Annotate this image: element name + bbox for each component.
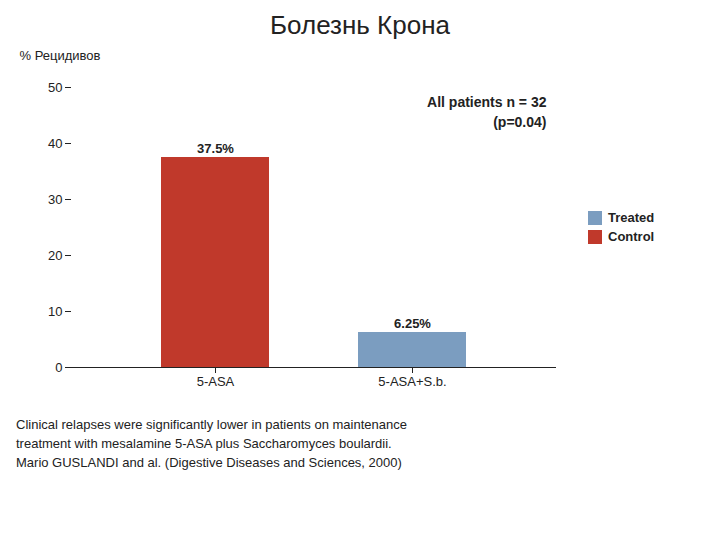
html-text:Clinical relapses were signifi: Clinical relapses were significantly low… <box>16 417 407 432</box>
svg-text:37.5%: 37.5% <box>197 141 234 156</box>
svg-text:40: 40 <box>48 136 62 151</box>
html-text:Treated: Treated <box>608 210 655 225</box>
svg-text:6.25%: 6.25% <box>394 316 431 331</box>
svg-text:5-ASA: 5-ASA <box>197 374 235 389</box>
svg-text:0: 0 <box>55 360 62 375</box>
html-text:Болезнь Крона: Болезнь Крона <box>270 10 450 40</box>
svg-text:All patients n = 32: All patients n = 32 <box>427 94 547 110</box>
svg-text:5-ASA+S.b.: 5-ASA+S.b. <box>378 374 446 389</box>
svg-text:% Рецидивов: % Рецидивов <box>20 48 101 63</box>
html-text:Control: Control <box>608 229 655 244</box>
svg-text:50: 50 <box>48 80 62 95</box>
html-text:treatment with mesalamine 5-AS: treatment with mesalamine 5-ASA plus Sac… <box>16 436 392 451</box>
html-text:Mario GUSLANDI and al. (Digest: Mario GUSLANDI and al. (Digestive Diseas… <box>16 455 402 470</box>
svg-text:10: 10 <box>48 304 62 319</box>
svg-text:30: 30 <box>48 192 62 207</box>
svg-text:20: 20 <box>48 248 62 263</box>
svg-text:(p=0.04): (p=0.04) <box>493 114 546 130</box>
